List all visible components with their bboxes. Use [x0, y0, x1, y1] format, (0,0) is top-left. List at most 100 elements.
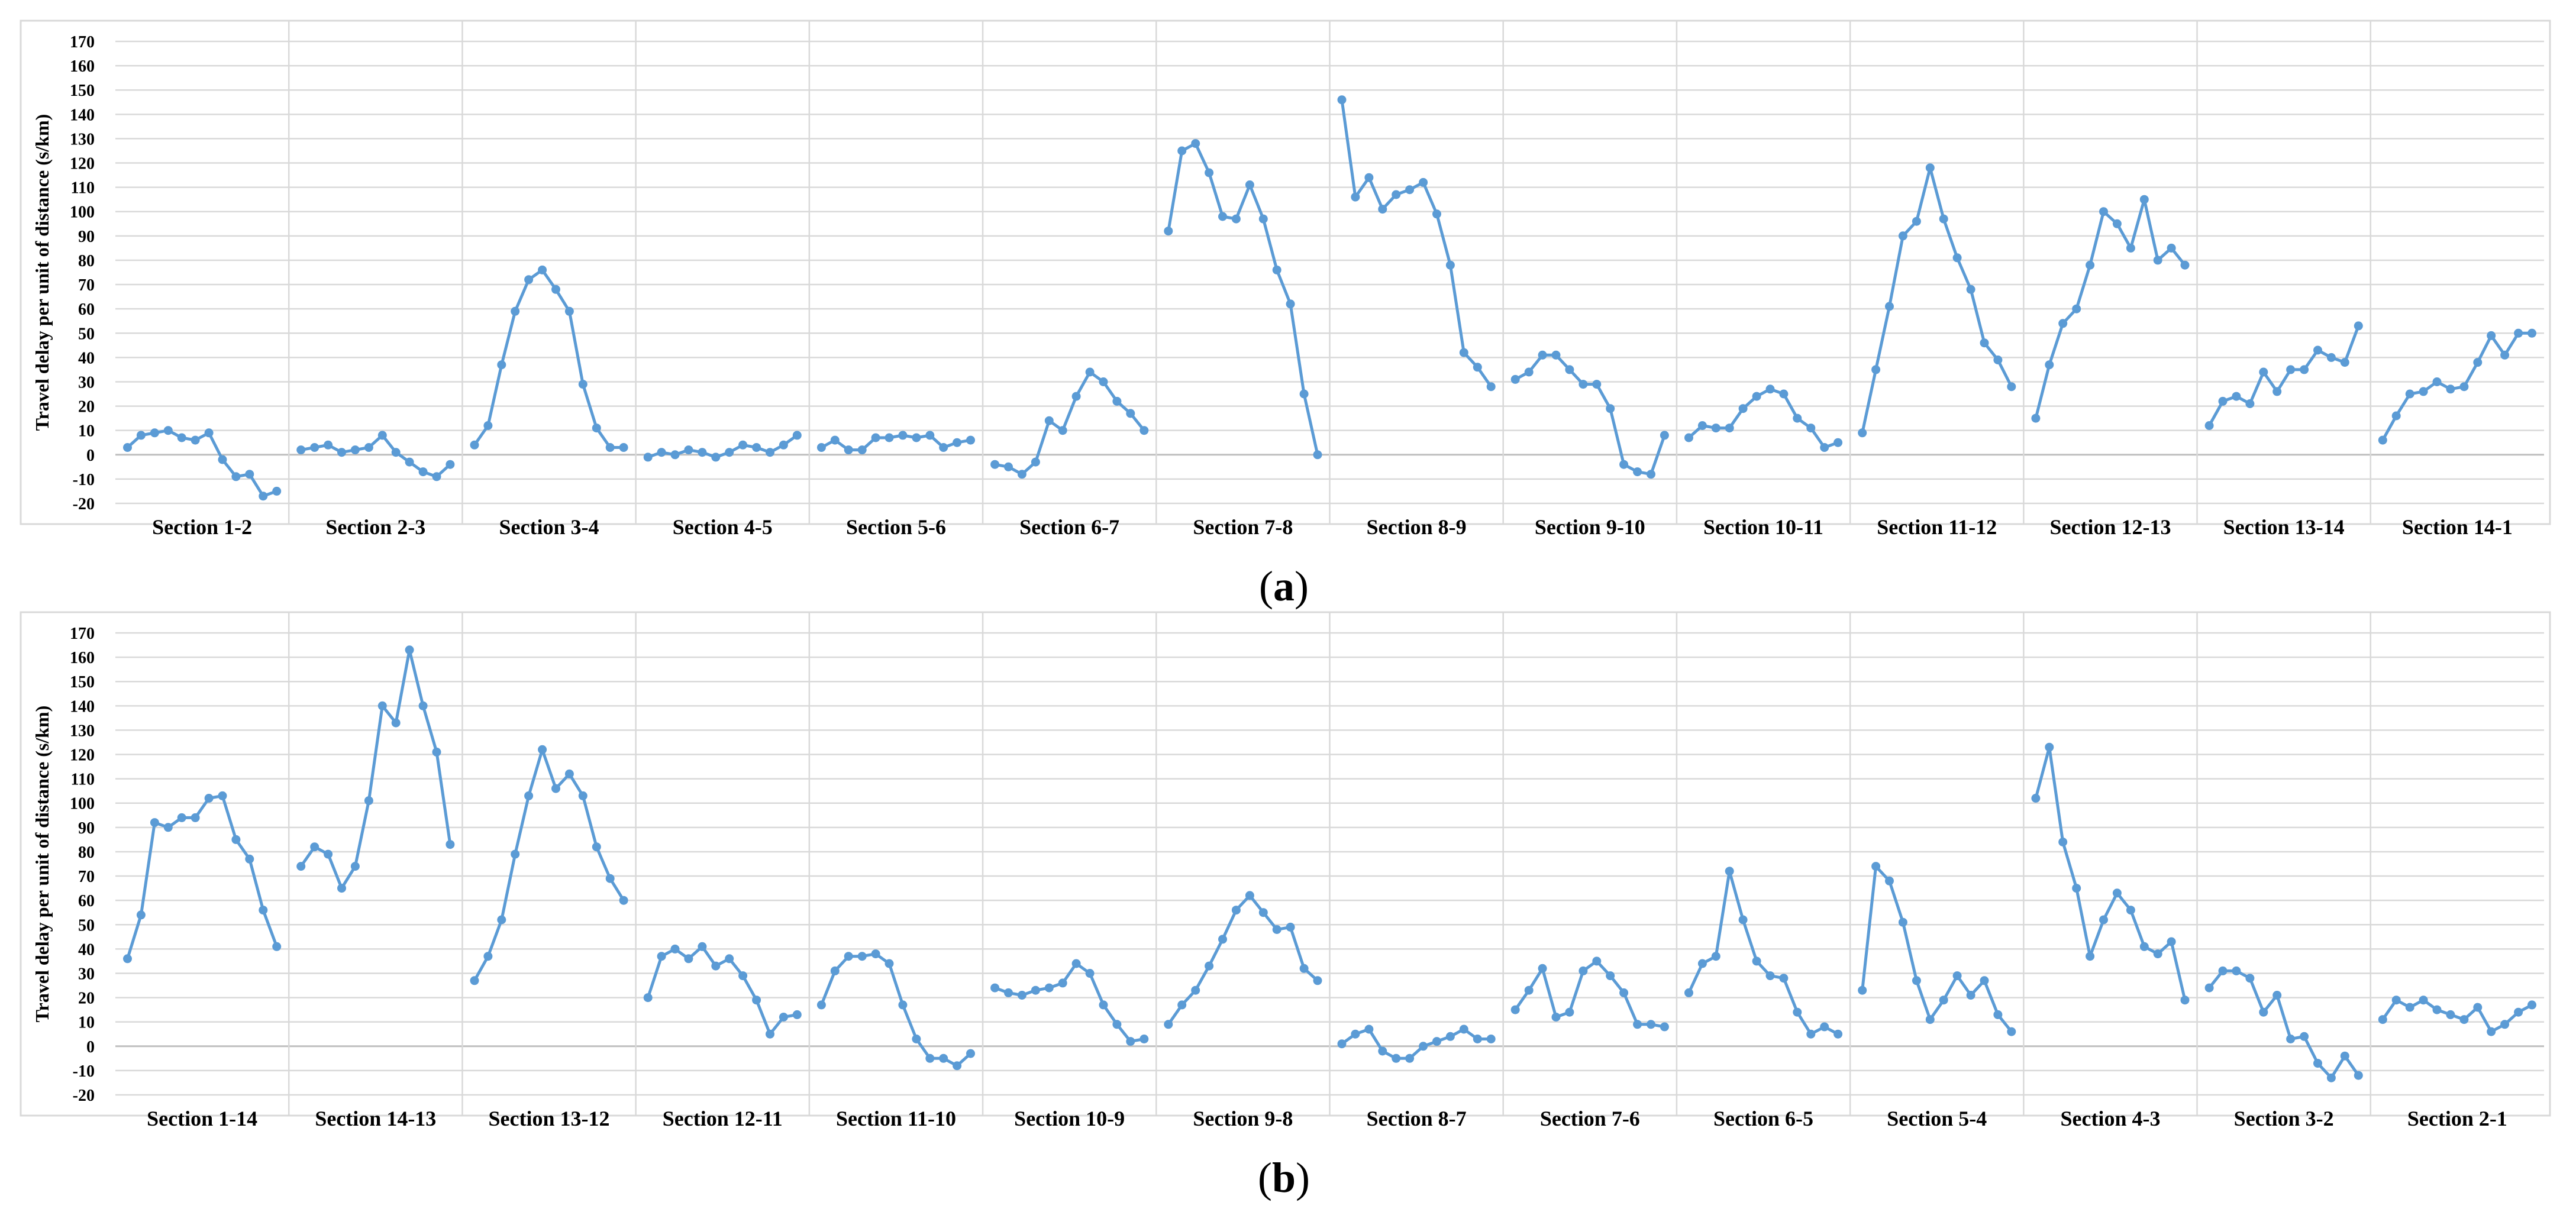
data-point — [2204, 421, 2214, 430]
data-point — [1071, 959, 1081, 968]
data-point — [377, 431, 387, 440]
data-point — [1004, 988, 1013, 997]
data-point — [1820, 1022, 1829, 1032]
data-point — [1592, 956, 1602, 966]
data-point — [2527, 1000, 2536, 1010]
series-section-13-12 — [470, 745, 628, 985]
x-tick-label: Section 3-4 — [499, 515, 599, 539]
x-tick-label: Section 1-2 — [152, 515, 252, 539]
data-point — [1459, 348, 1468, 357]
data-point — [511, 306, 520, 316]
data-point — [163, 426, 173, 435]
y-tick-label: 150 — [70, 673, 95, 691]
data-point — [564, 769, 574, 778]
data-point — [2031, 413, 2041, 423]
data-point — [1139, 426, 1149, 435]
data-point — [816, 1000, 826, 1010]
data-point — [1725, 867, 1734, 876]
data-point — [1112, 396, 1122, 406]
data-point — [912, 1035, 921, 1043]
data-point — [2446, 1010, 2455, 1019]
data-point — [1058, 978, 1067, 988]
data-point — [792, 1010, 802, 1019]
data-point — [2391, 411, 2401, 421]
data-point — [1966, 285, 1975, 294]
series-section-5-4 — [1858, 862, 2016, 1036]
data-point — [2153, 256, 2162, 265]
data-point — [1044, 416, 1054, 425]
data-point — [1191, 985, 1200, 995]
data-point — [538, 745, 547, 754]
data-point — [2218, 396, 2228, 406]
series-line — [126, 794, 279, 959]
data-point — [1952, 971, 1962, 981]
data-point — [605, 443, 615, 452]
x-tick-label: Section 12-11 — [663, 1107, 783, 1130]
data-point — [1619, 460, 1629, 469]
data-point — [1912, 216, 1921, 226]
data-point — [2378, 435, 2387, 445]
data-point — [391, 448, 401, 457]
data-point — [2204, 983, 2214, 993]
y-tick-label: 0 — [86, 1038, 95, 1056]
data-point — [1405, 185, 1415, 195]
data-point — [272, 942, 282, 951]
y-tick-label: 120 — [70, 155, 95, 173]
data-point — [1660, 1022, 1669, 1032]
data-point — [2045, 360, 2054, 370]
data-point — [1364, 173, 1374, 182]
y-tick-label: 50 — [78, 916, 95, 935]
data-point — [1231, 214, 1241, 224]
data-point — [925, 1053, 935, 1063]
data-point — [1177, 146, 1187, 156]
data-point — [1218, 935, 1227, 944]
data-point — [1820, 443, 1829, 452]
data-point — [150, 818, 159, 828]
data-point — [1272, 265, 1281, 274]
data-point — [939, 1053, 948, 1063]
data-point — [857, 952, 867, 961]
data-point — [1286, 922, 1295, 932]
data-point — [1898, 231, 1907, 241]
data-point — [1793, 1007, 1802, 1017]
x-tick-label: Section 13-12 — [489, 1107, 610, 1130]
data-point — [844, 445, 853, 455]
data-point — [1633, 1020, 1642, 1029]
data-point — [337, 448, 346, 457]
data-point — [779, 440, 788, 450]
x-tick-label: Section 14-13 — [315, 1107, 436, 1130]
data-point — [1980, 338, 1989, 348]
data-point — [324, 849, 333, 859]
series-section-9-10 — [1510, 350, 1669, 479]
data-point — [2487, 1027, 2496, 1036]
data-point — [1004, 462, 1013, 471]
data-point — [497, 360, 506, 370]
data-point — [1939, 214, 1948, 224]
series-section-8-9 — [1337, 95, 1496, 392]
data-point — [2007, 1027, 2016, 1036]
data-point — [446, 840, 455, 849]
data-point — [2300, 365, 2309, 374]
data-point — [2007, 382, 2016, 392]
data-point — [2313, 1059, 2322, 1068]
series-section-12-13 — [2031, 195, 2190, 423]
data-point — [1058, 426, 1067, 435]
y-tick-label: -10 — [73, 471, 95, 489]
data-point — [1351, 1029, 1360, 1039]
x-tick-label: Section 9-8 — [1193, 1107, 1293, 1130]
data-point — [1392, 1053, 1401, 1063]
data-point — [1578, 380, 1588, 389]
data-point — [1510, 1005, 1520, 1014]
series-section-12-11 — [643, 942, 802, 1039]
data-point — [2419, 996, 2428, 1005]
x-tick-label: Section 9-10 — [1535, 515, 1645, 539]
series-section-11-10 — [816, 949, 975, 1071]
data-point — [2180, 996, 2190, 1005]
data-point — [953, 1061, 962, 1071]
x-tick-label: Section 14-1 — [2402, 515, 2513, 539]
data-point — [1272, 925, 1281, 934]
data-point — [1378, 205, 1387, 214]
series-section-2-1 — [2378, 996, 2536, 1036]
data-point — [1833, 438, 1843, 447]
